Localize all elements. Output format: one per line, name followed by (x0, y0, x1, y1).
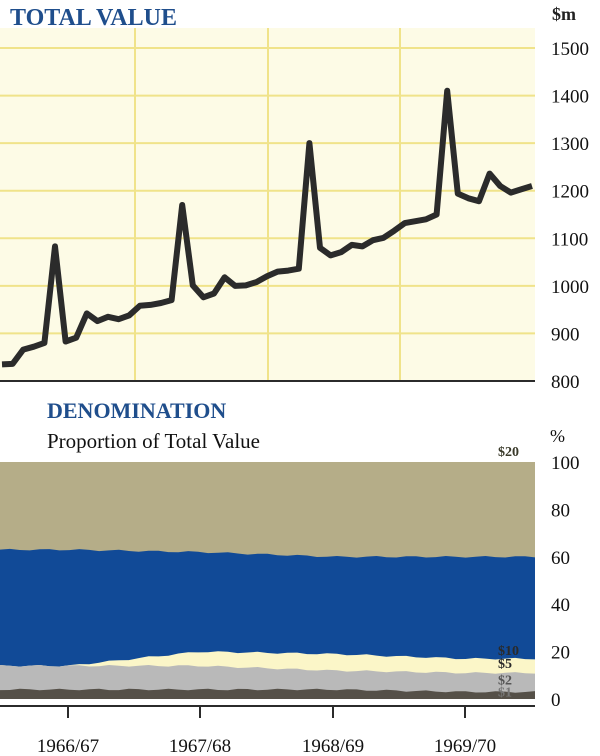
denomination-areas (0, 462, 535, 699)
y-tick-label: 800 (551, 372, 580, 393)
total-value-line (1, 87, 533, 368)
x-tick-label: 1967/68 (169, 736, 231, 756)
denomination-title: DENOMINATION (47, 398, 226, 423)
band-d1 (0, 688, 535, 699)
y-tick-label: 1100 (551, 229, 588, 250)
y-tick-label: 1300 (551, 134, 589, 155)
total-value-grid (0, 28, 535, 382)
y-tick-label: 1200 (551, 182, 589, 203)
x-tick-label: 1966/67 (37, 736, 99, 756)
y-tick-label: 20 (551, 643, 570, 664)
series-label: $1 (498, 685, 512, 700)
denomination-series-labels: $1$2$5$10 $20 (498, 445, 519, 700)
x-axis-ticks: 1966/67 1967/68 1968/69 1969/70 (37, 706, 496, 756)
y-tick-label: 100 (551, 453, 580, 474)
y-tick-label: 80 (551, 500, 570, 521)
denomination-y-axis: 100 80 60 40 20 0 (551, 453, 580, 711)
y-tick-label: 40 (551, 595, 570, 616)
series-label: $2 (498, 673, 512, 688)
y-tick-label: 1500 (551, 39, 589, 60)
y-tick-label: 1400 (551, 87, 589, 108)
y-tick-label: 900 (551, 324, 580, 345)
total-value-ylabel: $m (552, 4, 576, 24)
y-tick-label: 0 (551, 690, 561, 711)
series-label: $20 (498, 445, 519, 460)
y-tick-label: 1000 (551, 277, 589, 298)
denomination-subtitle: Proportion of Total Value (47, 429, 260, 453)
series-label: $10 (498, 644, 519, 659)
total-value-title: TOTAL VALUE (10, 5, 177, 31)
x-tick-label: 1969/70 (434, 736, 496, 756)
x-tick-label: 1968/69 (302, 736, 364, 756)
denomination-ylabel: % (550, 426, 565, 446)
y-tick-label: 60 (551, 548, 570, 569)
series-label: $5 (498, 657, 512, 672)
total-value-y-axis: 1500 1400 1300 1200 1100 1000 900 800 (551, 39, 589, 393)
